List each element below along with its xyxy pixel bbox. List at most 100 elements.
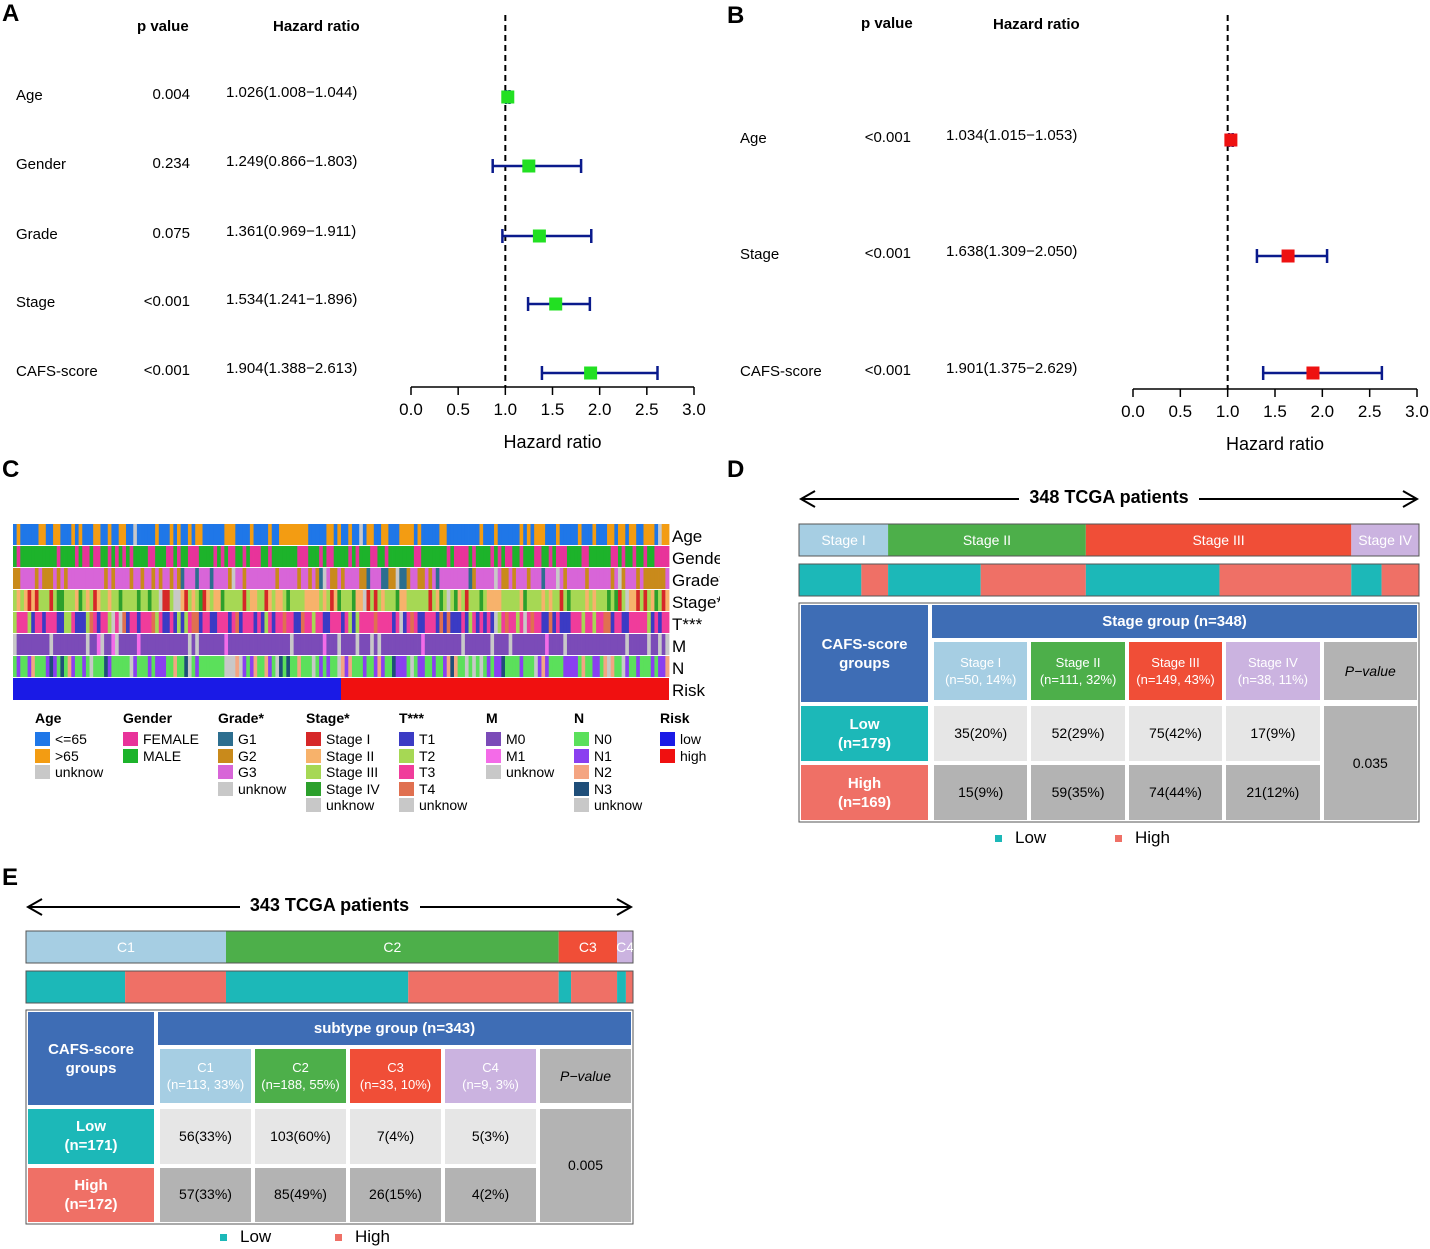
heatmap-cell: [125, 612, 131, 633]
legend-label: unknow: [238, 780, 287, 797]
heatmap-cell: [497, 590, 502, 611]
heatmap-cell: [650, 634, 655, 655]
heatmap-cell: [457, 612, 462, 633]
heatmap-cell: [27, 524, 32, 545]
heatmap-cell: [16, 590, 21, 611]
heatmap-cell: [271, 612, 276, 633]
heatmap-cell: [260, 524, 265, 545]
heatmap-cell: [60, 656, 65, 677]
heatmap-cell: [497, 568, 502, 589]
x-axis-label: Hazard ratio: [503, 432, 601, 452]
heatmap-cell: [388, 590, 393, 611]
legend-swatch: [486, 765, 501, 780]
heatmap-cell: [158, 612, 163, 633]
heatmap-cell: [413, 524, 418, 545]
risk-bar-high: [571, 971, 618, 1003]
x-tick-label: 3.0: [1405, 402, 1429, 421]
heatmap-cell: [464, 612, 469, 633]
heatmap-cell: [621, 568, 626, 589]
heatmap-cell: [621, 656, 626, 677]
heatmap-cell: [187, 524, 192, 545]
heatmap-cell: [330, 656, 335, 677]
heatmap-cell: [71, 656, 76, 677]
heatmap-cell: [202, 634, 207, 655]
heatmap-cell: [621, 546, 626, 567]
heatmap-cell: [155, 568, 160, 589]
heatmap-cell: [362, 612, 367, 633]
heatmap-cell: [599, 656, 604, 677]
heatmap-cell: [31, 656, 36, 677]
x-tick-label: 1.0: [494, 400, 518, 419]
heatmap-cell: [293, 656, 298, 677]
heatmap-cell: [413, 634, 418, 655]
heatmap-cell: [104, 546, 109, 567]
heatmap-cell: [42, 656, 47, 677]
heatmap-cell: [428, 612, 433, 633]
heatmap-cell: [151, 568, 156, 589]
heatmap-cell: [559, 546, 564, 567]
row-label: Gender: [16, 156, 67, 173]
heatmap-cell: [483, 590, 488, 611]
heatmap-cell: [264, 612, 269, 633]
heatmap-cell: [260, 634, 265, 655]
heatmap-cell: [333, 634, 338, 655]
heatmap-cell: [158, 590, 163, 611]
heatmap-cell: [337, 590, 342, 611]
heatmap-cell: [195, 612, 200, 633]
heatmap-cell: [402, 612, 407, 633]
legend-item: Stage IV: [306, 781, 380, 797]
heatmap-cell: [191, 568, 196, 589]
data-cell: 26(15%): [350, 1167, 441, 1222]
heatmap-cell: [155, 524, 160, 545]
heatmap-cell: [311, 524, 316, 545]
heatmap-cell: [304, 546, 309, 567]
heatmap-cell: [585, 568, 590, 589]
heatmap-cell: [330, 612, 335, 633]
legend-item: N0: [574, 731, 612, 747]
heatmap-cell: [308, 656, 313, 677]
heatmap-cell: [330, 590, 335, 611]
legend-label: low: [680, 731, 702, 747]
heatmap-cell: [556, 590, 561, 611]
heatmap-cell: [308, 568, 313, 589]
legend-item: low: [660, 731, 701, 747]
column-header-cell: Stage I (n=50, 14%): [934, 642, 1028, 700]
heatmap-cell: [122, 590, 127, 611]
heatmap-cell: [413, 612, 418, 633]
heatmap-cell: [304, 612, 309, 633]
heatmap-cell: [31, 612, 36, 633]
heatmap-cell: [326, 546, 331, 567]
heatmap-cell: [217, 524, 222, 545]
heatmap-cell: [300, 612, 305, 633]
data-cell: 35(20%): [934, 706, 1028, 761]
legend-swatch: [218, 732, 233, 746]
heatmap-cell: [486, 590, 491, 611]
legend-label: Stage IV: [326, 780, 380, 797]
heatmap-cell: [238, 634, 243, 655]
heatmap-cell: [53, 612, 58, 633]
heatmap-cell: [253, 656, 258, 677]
heatmap-cell: [541, 612, 546, 633]
heatmap-cell: [596, 546, 601, 567]
heatmap-cell: [49, 612, 54, 633]
heatmap-cell: [559, 634, 564, 655]
heatmap-cell: [191, 546, 196, 567]
legend-item: T1: [399, 731, 435, 747]
heatmap-cell: [184, 656, 189, 677]
heatmap-cell: [282, 568, 287, 589]
heatmap-cell: [177, 524, 182, 545]
heatmap-cell: [118, 568, 123, 589]
legend-swatch: [306, 798, 321, 813]
heatmap-cell: [129, 546, 134, 567]
heatmap-cell: [599, 546, 604, 567]
heatmap-cell: [169, 524, 174, 545]
heatmap-cell: [326, 524, 331, 545]
heatmap-cell: [508, 568, 513, 589]
heatmap-cell: [140, 656, 145, 677]
heatmap-cell: [450, 524, 455, 545]
column-count: (n=50, 14%): [945, 672, 1017, 687]
heatmap-cell: [166, 568, 171, 589]
heatmap-cell: [446, 612, 451, 633]
heatmap-cell: [515, 656, 520, 677]
heatmap-cell: [177, 634, 182, 655]
